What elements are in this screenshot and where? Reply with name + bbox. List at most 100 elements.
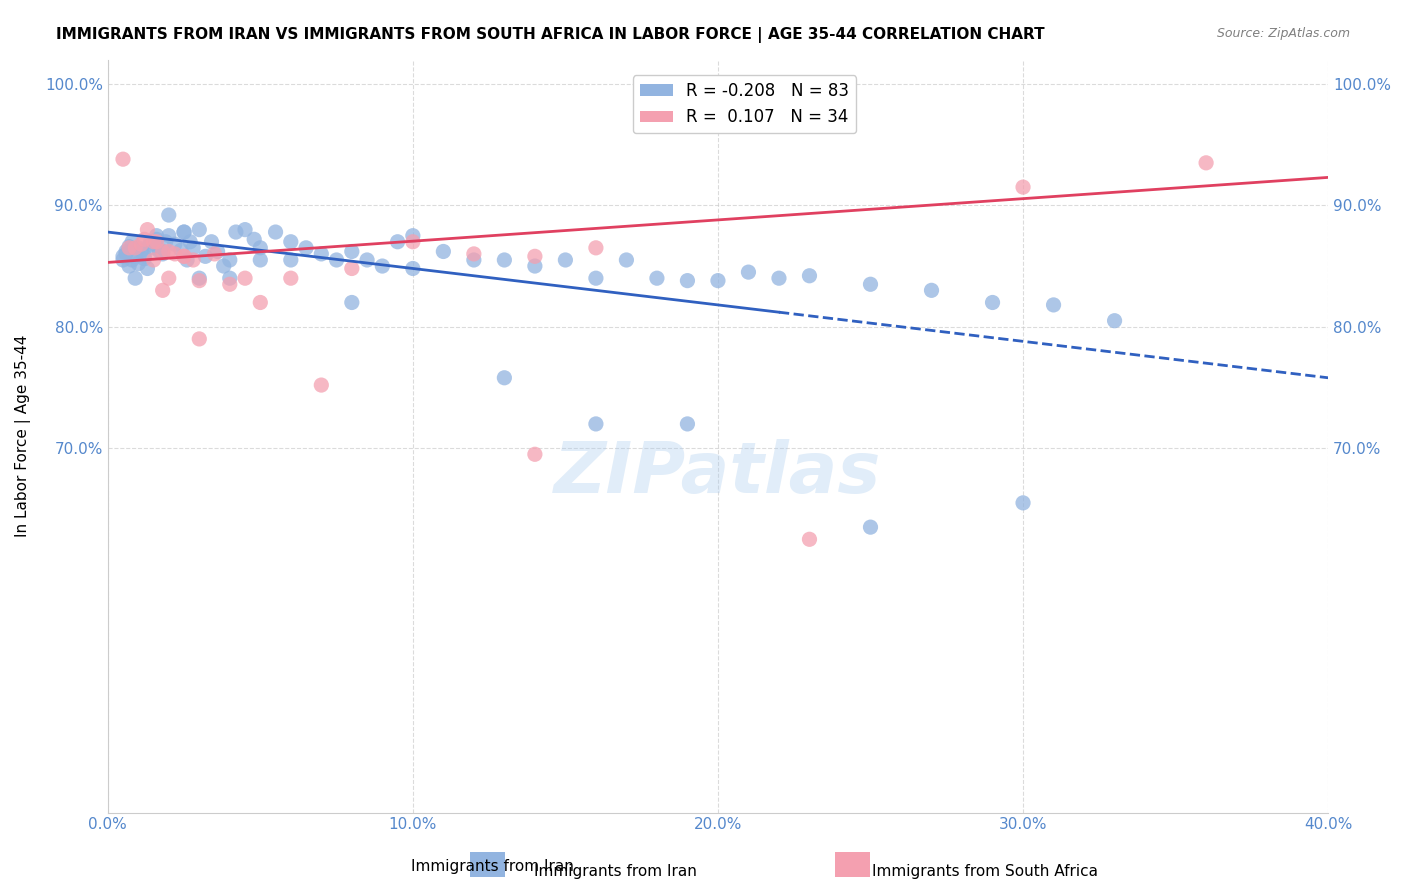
Point: [218, 277, 240, 292]
Point: [136, 261, 159, 276]
Point: [194, 249, 217, 263]
Point: [145, 235, 167, 249]
Point: [295, 241, 318, 255]
Point: [402, 235, 425, 249]
Point: [325, 252, 347, 267]
Point: [152, 283, 174, 297]
Point: [218, 271, 240, 285]
Point: [149, 244, 172, 259]
Point: [181, 252, 204, 267]
Point: [179, 235, 201, 249]
Point: [494, 252, 516, 267]
Point: [249, 295, 271, 310]
Point: [204, 247, 226, 261]
Point: [157, 208, 180, 222]
Point: [142, 235, 165, 249]
Point: [921, 283, 943, 297]
Point: [249, 241, 271, 255]
Point: [585, 271, 607, 285]
Point: [188, 274, 211, 288]
Text: IMMIGRANTS FROM IRAN VS IMMIGRANTS FROM SOUTH AFRICA IN LABOR FORCE | AGE 35-44 : IMMIGRANTS FROM IRAN VS IMMIGRANTS FROM …: [56, 27, 1045, 43]
Point: [585, 241, 607, 255]
Point: [737, 265, 759, 279]
Point: [432, 244, 454, 259]
Point: [225, 225, 247, 239]
Point: [402, 228, 425, 243]
Point: [463, 252, 485, 267]
Point: [157, 244, 180, 259]
Point: [181, 241, 204, 255]
Point: [145, 232, 167, 246]
Point: [233, 222, 256, 236]
Point: [111, 252, 134, 267]
Point: [280, 271, 302, 285]
Point: [142, 252, 165, 267]
Text: Immigrants from Iran: Immigrants from Iran: [411, 859, 574, 874]
Point: [371, 259, 394, 273]
Point: [111, 152, 134, 166]
Point: [127, 241, 149, 255]
Point: [115, 244, 138, 259]
Point: [645, 271, 668, 285]
Point: [356, 252, 378, 267]
FancyBboxPatch shape: [835, 852, 870, 877]
Point: [118, 259, 141, 273]
Point: [139, 235, 162, 249]
Point: [463, 247, 485, 261]
Text: Immigrants from Iran: Immigrants from Iran: [534, 863, 697, 879]
Point: [173, 225, 195, 239]
Point: [799, 268, 821, 283]
Point: [163, 247, 186, 261]
Point: [1012, 180, 1035, 194]
Point: [249, 252, 271, 267]
Point: [311, 247, 333, 261]
Point: [859, 520, 882, 534]
Point: [121, 252, 143, 267]
Point: [1042, 298, 1064, 312]
Point: [402, 261, 425, 276]
Point: [127, 257, 149, 271]
Point: [233, 271, 256, 285]
Point: [121, 235, 143, 249]
Point: [124, 271, 146, 285]
Point: [118, 241, 141, 255]
Point: [163, 237, 186, 252]
Point: [188, 271, 211, 285]
Point: [280, 235, 302, 249]
Point: [142, 241, 165, 255]
Point: [145, 228, 167, 243]
Point: [494, 371, 516, 385]
Point: [111, 249, 134, 263]
Point: [134, 232, 156, 246]
Text: ZIPatlas: ZIPatlas: [554, 439, 882, 508]
Point: [616, 252, 638, 267]
Point: [176, 252, 198, 267]
Point: [155, 235, 177, 249]
Point: [707, 274, 730, 288]
Point: [264, 225, 287, 239]
Point: [218, 252, 240, 267]
Point: [1012, 496, 1035, 510]
Text: Source: ZipAtlas.com: Source: ZipAtlas.com: [1216, 27, 1350, 40]
Text: Immigrants from South Africa: Immigrants from South Africa: [872, 863, 1098, 879]
Point: [554, 252, 576, 267]
Point: [1104, 314, 1126, 328]
Point: [200, 235, 222, 249]
Point: [173, 249, 195, 263]
Point: [124, 249, 146, 263]
Point: [170, 244, 193, 258]
Point: [207, 244, 229, 259]
Point: [134, 252, 156, 266]
Point: [280, 252, 302, 267]
Point: [981, 295, 1004, 310]
Point: [157, 228, 180, 243]
Point: [387, 235, 409, 249]
Point: [859, 277, 882, 292]
Point: [124, 241, 146, 255]
Point: [585, 417, 607, 431]
Point: [134, 249, 156, 263]
Point: [173, 225, 195, 239]
Point: [188, 332, 211, 346]
Legend: R = -0.208   N = 83, R =  0.107   N = 34: R = -0.208 N = 83, R = 0.107 N = 34: [633, 76, 856, 133]
Point: [311, 378, 333, 392]
